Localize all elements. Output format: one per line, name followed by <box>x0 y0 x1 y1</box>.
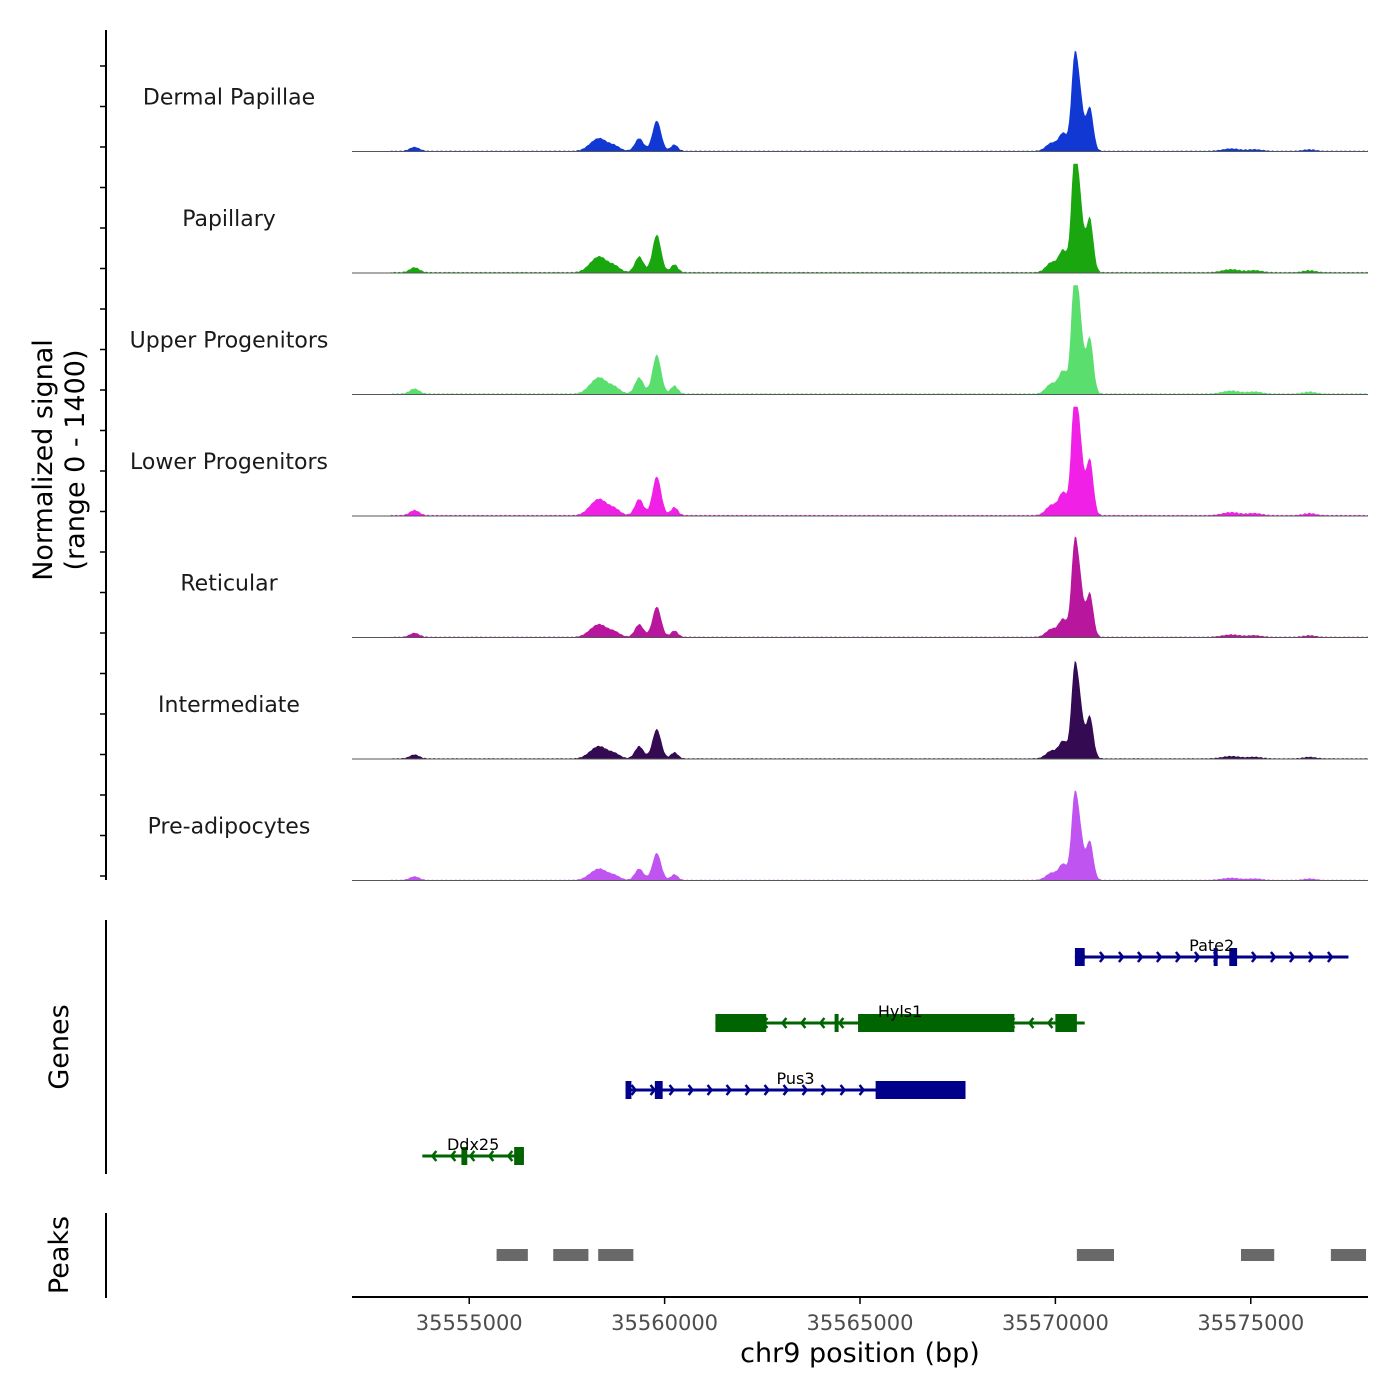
strand-arrow <box>1174 951 1182 963</box>
strand-arrow <box>630 1084 638 1096</box>
strand-arrow <box>725 1084 733 1096</box>
strand-arrow <box>1269 951 1277 963</box>
x-axis-title: chr9 position (bp) <box>740 1338 980 1369</box>
strand-arrow <box>487 1150 495 1162</box>
x-tick-label: 35565000 <box>807 1311 914 1335</box>
track-label: Intermediate <box>158 693 300 718</box>
strand-arrow <box>649 1084 657 1096</box>
strand-arrow <box>1155 951 1163 963</box>
track-label: Dermal Papillae <box>143 86 315 111</box>
strand-arrow <box>858 1084 866 1096</box>
track-pre-adipocytes: Pre-adipocytes <box>148 790 1368 881</box>
exon <box>514 1147 524 1165</box>
exon <box>1213 948 1218 966</box>
strand-arrow <box>839 1084 847 1096</box>
gene-label: Pus3 <box>777 1069 815 1088</box>
gene-pate2: Pate2 <box>1074 936 1349 966</box>
exon <box>654 1081 663 1099</box>
track-label: Papillary <box>182 207 276 232</box>
signal-area <box>352 790 1368 881</box>
peaks-axis-title: Peaks <box>44 1216 75 1294</box>
strand-arrow <box>780 1017 788 1029</box>
peak-region <box>496 1249 528 1261</box>
strand-arrow <box>1326 951 1334 963</box>
track-label: Reticular <box>180 572 278 597</box>
track-dermal-papillae: Dermal Papillae <box>143 50 1368 152</box>
peak-track <box>496 1249 1367 1261</box>
track-papillary: Papillary <box>182 163 1368 274</box>
strand-arrow <box>506 1150 514 1162</box>
genes-axis-title: Genes <box>44 1004 75 1089</box>
gene-ddx25: Ddx25 <box>422 1135 524 1165</box>
gene-track: Pate2 Hyls1 Pus3 Ddx25 <box>422 936 1349 1165</box>
exon <box>1229 948 1238 966</box>
strand-arrow <box>1136 951 1144 963</box>
exon <box>875 1081 966 1099</box>
exon <box>461 1147 468 1165</box>
strand-arrow <box>1027 1017 1035 1029</box>
strand-arrow <box>430 1150 438 1162</box>
peak-region <box>553 1249 589 1261</box>
peak-region <box>1330 1249 1367 1261</box>
axes: 35555000 35560000 35565000 35570000 35575000 <box>100 30 1368 1335</box>
x-tick-label: 35555000 <box>416 1311 523 1335</box>
gene-pus3: Pus3 <box>625 1069 966 1099</box>
strand-arrow <box>837 1017 845 1029</box>
exon <box>1074 948 1085 966</box>
signal-area <box>352 285 1368 395</box>
signal-area <box>352 536 1368 638</box>
strand-arrow <box>782 1084 790 1096</box>
strand-arrow <box>1250 951 1258 963</box>
exon <box>625 1081 632 1099</box>
strand-arrow <box>820 1084 828 1096</box>
exon <box>858 1014 1015 1032</box>
signal-area <box>352 660 1368 759</box>
strand-arrow <box>763 1084 771 1096</box>
strand-arrow <box>1046 1017 1054 1029</box>
peak-region <box>1076 1249 1114 1261</box>
strand-arrow <box>818 1017 826 1029</box>
strand-arrow <box>668 1084 676 1096</box>
x-tick-label: 35560000 <box>611 1311 718 1335</box>
strand-arrow <box>744 1084 752 1096</box>
track-reticular: Reticular <box>180 536 1368 638</box>
track-upper-progenitors: Upper Progenitors <box>130 285 1368 395</box>
coverage-tracks: Dermal Papillae Papillary Upper Progenitor… <box>130 50 1368 881</box>
strand-arrow <box>687 1084 695 1096</box>
strand-arrow <box>1307 951 1315 963</box>
x-tick-label: 35570000 <box>1002 1311 1109 1335</box>
track-intermediate: Intermediate <box>158 660 1368 760</box>
peak-region <box>598 1249 634 1261</box>
strand-arrow <box>1117 951 1125 963</box>
exon <box>834 1014 839 1032</box>
y-axis-title-line2: (range 0 - 1400) <box>60 350 91 571</box>
exon <box>715 1014 767 1032</box>
strand-arrow <box>801 1084 809 1096</box>
signal-area <box>352 163 1368 273</box>
gene-label: Pate2 <box>1189 936 1234 955</box>
exon <box>1055 1014 1077 1032</box>
track-label: Upper Progenitors <box>130 329 329 354</box>
strand-arrow <box>1288 951 1296 963</box>
track-lower-progenitors: Lower Progenitors <box>130 406 1368 517</box>
strand-arrow <box>449 1150 457 1162</box>
x-tick-label: 35575000 <box>1197 1311 1304 1335</box>
signal-area <box>352 50 1368 152</box>
strand-arrow <box>1193 951 1201 963</box>
gene-label: Ddx25 <box>447 1135 499 1154</box>
track-label: Pre-adipocytes <box>148 815 311 840</box>
y-axis-title-line1: Normalized signal <box>28 339 59 581</box>
strand-arrow <box>799 1017 807 1029</box>
track-label: Lower Progenitors <box>130 450 328 475</box>
strand-arrow <box>1098 951 1106 963</box>
gene-hyls1: Hyls1 <box>715 1002 1085 1032</box>
strand-arrow <box>468 1150 476 1162</box>
strand-arrow <box>706 1084 714 1096</box>
signal-area <box>352 406 1368 516</box>
peak-region <box>1241 1249 1275 1261</box>
gene-label: Hyls1 <box>878 1002 922 1021</box>
